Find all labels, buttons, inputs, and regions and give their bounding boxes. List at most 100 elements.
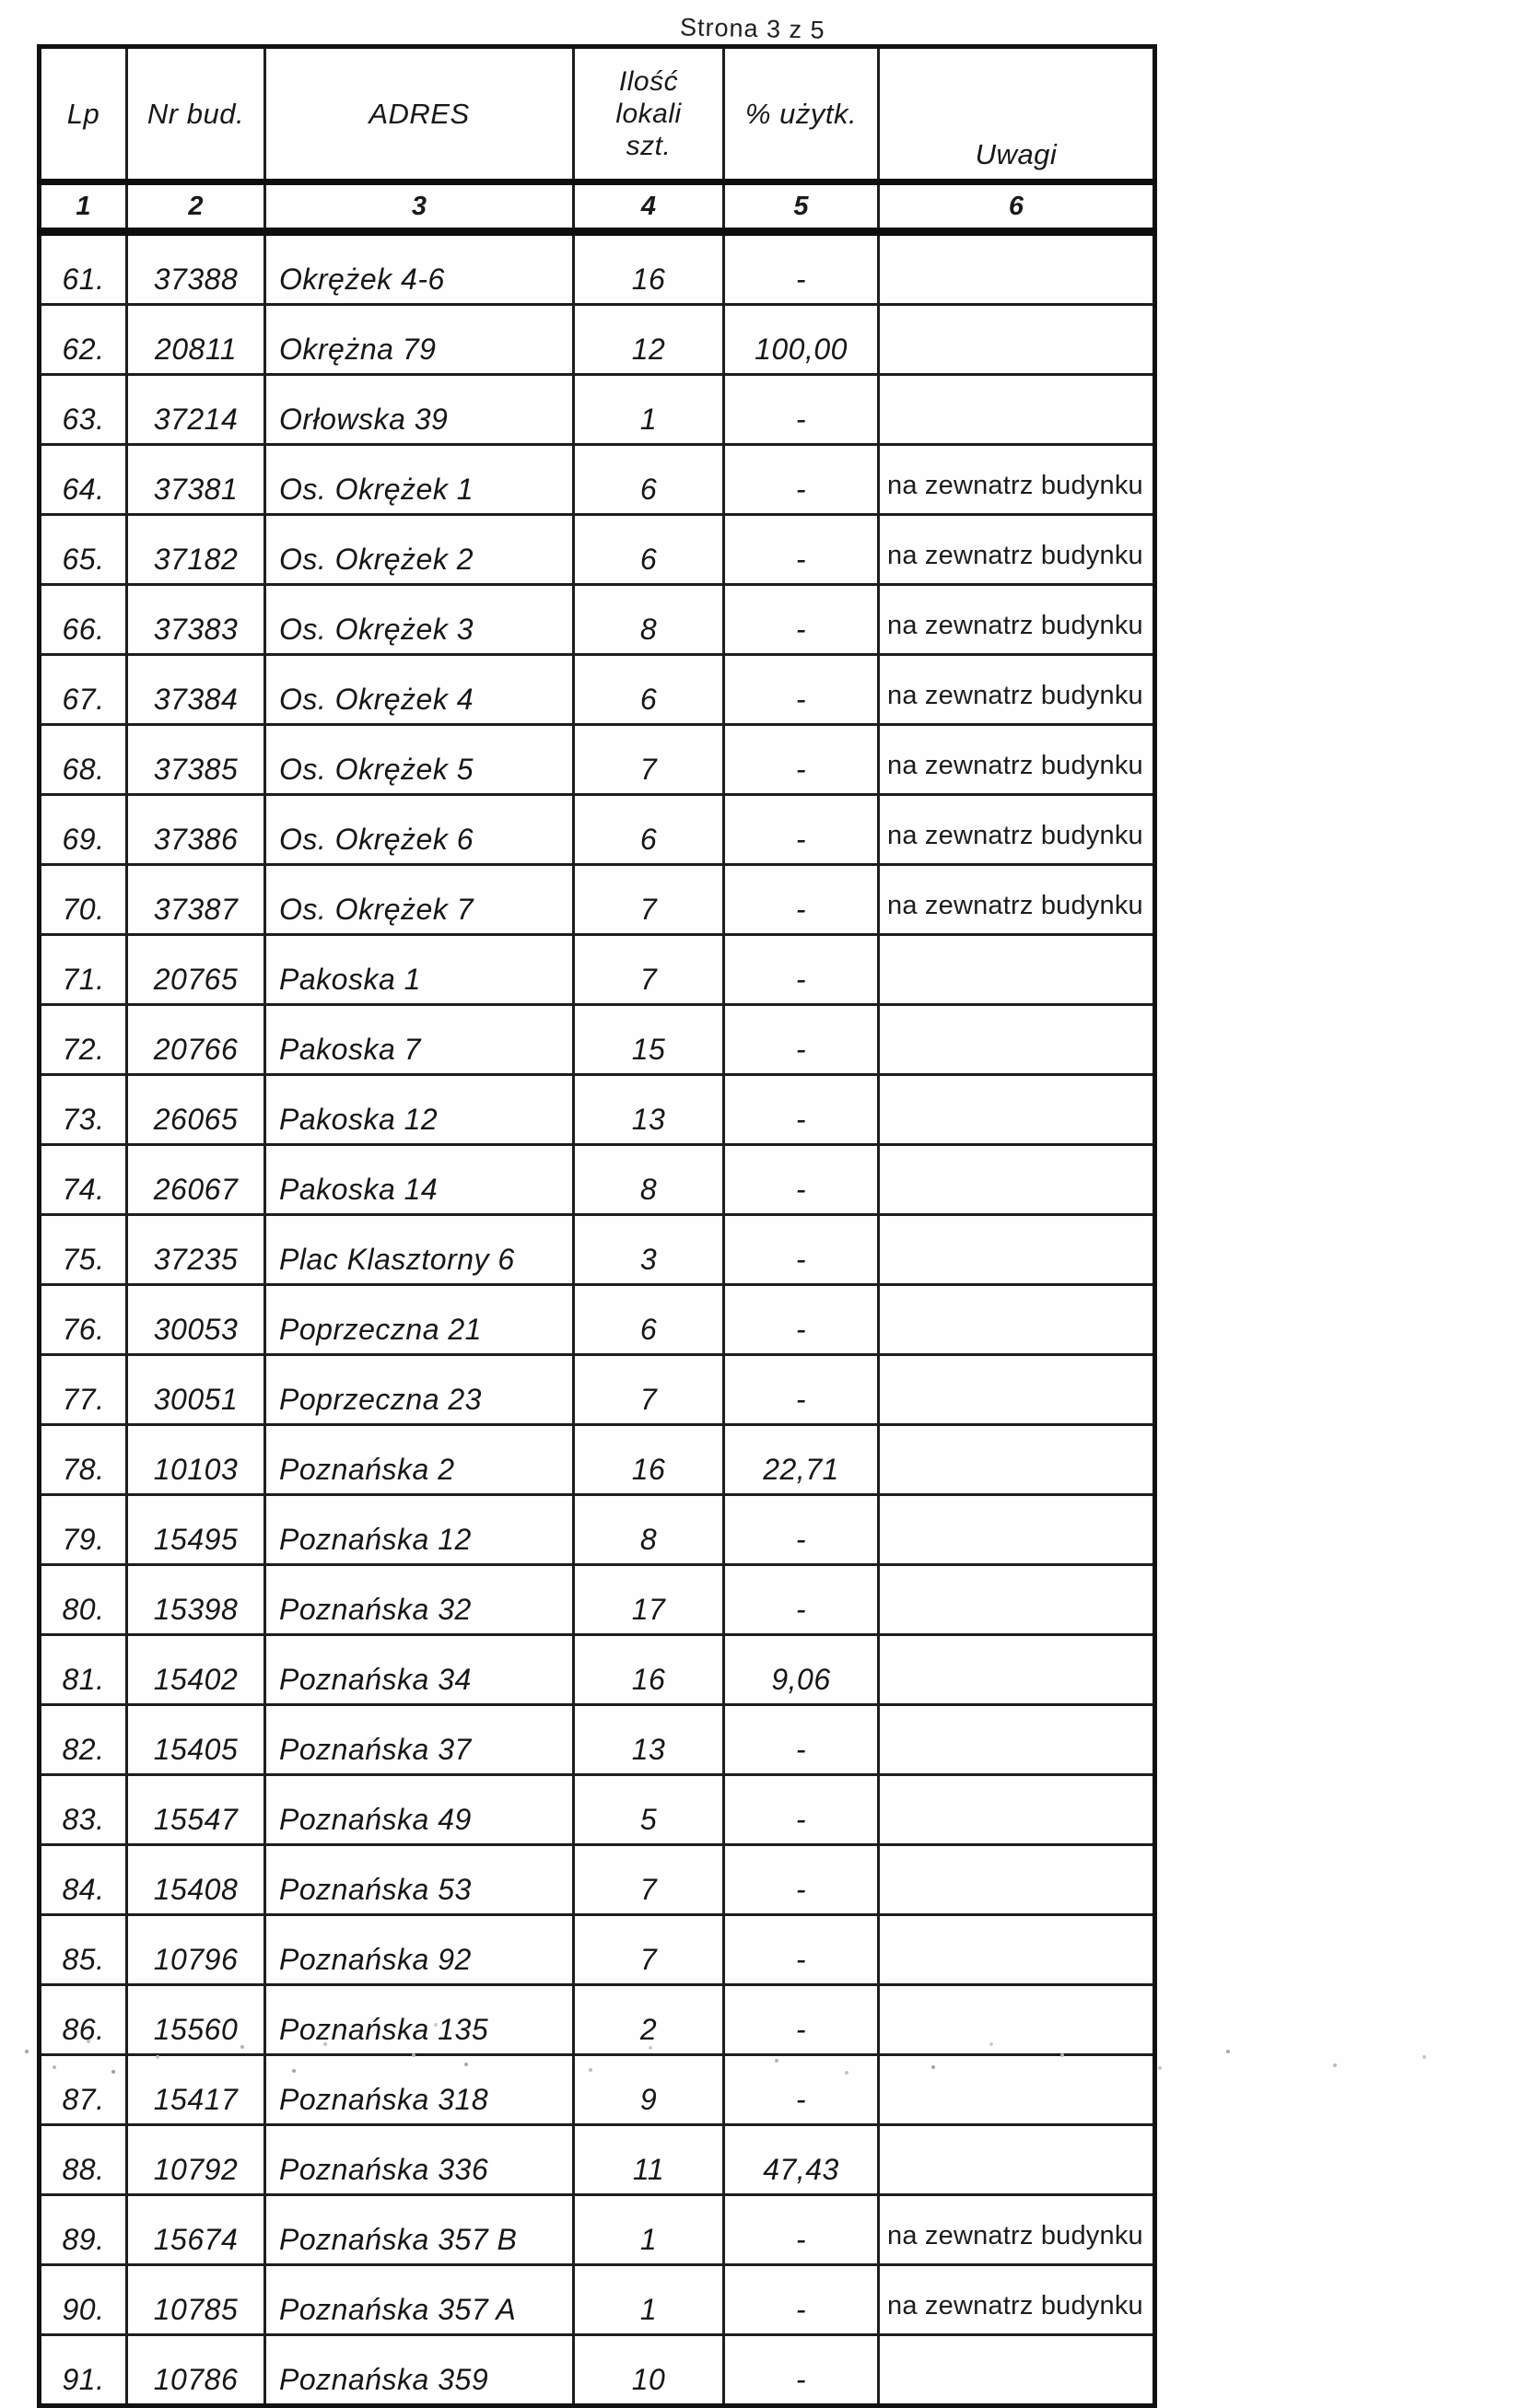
table-row: 88. 10792 Poznańska 336 11 47,43: [38, 2123, 1156, 2196]
cell-ilosc-lokali: 8: [572, 583, 725, 656]
cell-adres: Poznańska 318: [263, 2053, 575, 2126]
cell-lp: 74.: [38, 1143, 128, 1216]
column-number-row: 1 2 3 4 5 6: [38, 181, 1156, 236]
cell-lp: 78.: [38, 1423, 128, 1496]
cell-ilosc-lokali: 6: [572, 793, 725, 866]
cell-nr-bud: 15398: [125, 1563, 266, 1636]
cell-nr-bud: 37381: [125, 443, 266, 516]
cell-nr-bud: 26065: [125, 1073, 266, 1146]
cell-adres: Orłowska 39: [263, 373, 575, 446]
cell-lp: 82.: [38, 1703, 128, 1776]
cell-procent-uzytk: -: [722, 723, 880, 796]
cell-adres: Poznańska 357 B: [263, 2193, 575, 2266]
cell-nr-bud: 15674: [125, 2193, 266, 2266]
cell-lp: 73.: [38, 1073, 128, 1146]
col-header-ilosc-line1: Ilość: [618, 66, 679, 97]
cell-uwagi: na zewnatrz budynku: [877, 863, 1156, 936]
cell-lp: 72.: [38, 1003, 128, 1076]
cell-ilosc-lokali: 16: [572, 1633, 725, 1706]
cell-adres: Pakoska 1: [263, 933, 575, 1006]
cell-ilosc-lokali: 10: [572, 2333, 725, 2407]
cell-nr-bud: 37386: [125, 793, 266, 866]
cell-nr-bud: 10785: [125, 2263, 266, 2336]
cell-procent-uzytk: -: [722, 1003, 880, 1076]
cell-uwagi: [877, 1493, 1156, 1566]
cell-adres: Os. Okrężek 1: [263, 443, 575, 516]
cell-lp: 62.: [38, 303, 128, 376]
cell-uwagi: [877, 1983, 1156, 2056]
cell-nr-bud: 15495: [125, 1493, 266, 1566]
cell-uwagi: [877, 1213, 1156, 1286]
cell-adres: Os. Okrężek 6: [263, 793, 575, 866]
cell-nr-bud: 37182: [125, 513, 266, 586]
cell-nr-bud: 15417: [125, 2053, 266, 2126]
cell-adres: Poznańska 135: [263, 1983, 575, 2056]
cell-lp: 87.: [38, 2053, 128, 2126]
table-row: 73. 26065 Pakoska 12 13-: [38, 1073, 1156, 1146]
cell-uwagi: na zewnatrz budynku: [877, 2263, 1156, 2336]
cell-lp: 69.: [38, 793, 128, 866]
cell-nr-bud: 10792: [125, 2123, 266, 2196]
cell-procent-uzytk: -: [722, 653, 880, 726]
cell-uwagi: [877, 1003, 1156, 1076]
table-row: 78. 10103 Poznańska 2 16 22,71: [38, 1423, 1156, 1496]
col-header-uwagi: Uwagi: [877, 44, 1156, 185]
cell-adres: Os. Okrężek 3: [263, 583, 575, 656]
table-row: 76. 30053 Poprzeczna 21 6-: [38, 1283, 1156, 1356]
table-row: 62. 20811 Okrężna 79 12 100,00: [38, 303, 1156, 376]
cell-lp: 61.: [38, 230, 128, 306]
cell-uwagi: na zewnatrz budynku: [877, 2193, 1156, 2266]
cell-adres: Poznańska 92: [263, 1913, 575, 1986]
cell-adres: Poznańska 37: [263, 1703, 575, 1776]
cell-ilosc-lokali: 12: [572, 303, 725, 376]
cell-adres: Os. Okrężek 5: [263, 723, 575, 796]
cell-uwagi: na zewnatrz budynku: [877, 583, 1156, 656]
cell-adres: Pakoska 12: [263, 1073, 575, 1146]
cell-uwagi: [877, 1143, 1156, 1216]
table-row: 87. 15417 Poznańska 318 9-: [38, 2053, 1156, 2126]
cell-procent-uzytk: -: [722, 1143, 880, 1216]
cell-uwagi: [877, 1283, 1156, 1356]
cell-ilosc-lokali: 3: [572, 1213, 725, 1286]
cell-nr-bud: 20811: [125, 303, 266, 376]
cell-procent-uzytk: -: [722, 1213, 880, 1286]
cell-lp: 71.: [38, 933, 128, 1006]
cell-lp: 68.: [38, 723, 128, 796]
cell-adres: Os. Okrężek 2: [263, 513, 575, 586]
cell-uwagi: [877, 2123, 1156, 2196]
cell-ilosc-lokali: 16: [572, 1423, 725, 1496]
cell-ilosc-lokali: 7: [572, 1843, 725, 1916]
table-row: 67. 37384 Os. Okrężek 4 6- na zewnatrz budyn…: [38, 653, 1156, 726]
cell-lp: 67.: [38, 653, 128, 726]
cell-lp: 63.: [38, 373, 128, 446]
cell-ilosc-lokali: 17: [572, 1563, 725, 1636]
cell-lp: 89.: [38, 2193, 128, 2266]
cell-procent-uzytk: -: [722, 863, 880, 936]
cell-ilosc-lokali: 7: [572, 723, 725, 796]
table-row: 79. 15495 Poznańska 12 8-: [38, 1493, 1156, 1566]
buildings-table: Lp Nr bud. ADRES Ilość lokali szt. % uży…: [37, 44, 1157, 2408]
cell-ilosc-lokali: 7: [572, 1353, 725, 1426]
cell-procent-uzytk: -: [722, 1983, 880, 2056]
col-header-ilosc-lokali: Ilość lokali szt.: [572, 44, 725, 185]
cell-adres: Poznańska 34: [263, 1633, 575, 1706]
cell-procent-uzytk: -: [722, 513, 880, 586]
cell-lp: 64.: [38, 443, 128, 516]
cell-nr-bud: 15408: [125, 1843, 266, 1916]
col-header-nr-bud: Nr bud.: [125, 44, 266, 185]
cell-adres: Plac Klasztorny 6: [263, 1213, 575, 1286]
cell-ilosc-lokali: 11: [572, 2123, 725, 2196]
cell-lp: 84.: [38, 1843, 128, 1916]
column-number-1: 1: [38, 181, 128, 236]
cell-adres: Pakoska 14: [263, 1143, 575, 1216]
cell-lp: 66.: [38, 583, 128, 656]
cell-uwagi: [877, 230, 1156, 306]
cell-ilosc-lokali: 6: [572, 653, 725, 726]
cell-uwagi: [877, 1423, 1156, 1496]
cell-nr-bud: 37383: [125, 583, 266, 656]
cell-nr-bud: 20765: [125, 933, 266, 1006]
table-row: 89. 15674 Poznańska 357 B 1- na zewnatrz bud…: [38, 2193, 1156, 2266]
column-number-2: 2: [125, 181, 266, 236]
cell-procent-uzytk: 9,06: [722, 1633, 880, 1706]
table-row: 61. 37388 Okrężek 4-6 16-: [38, 230, 1156, 306]
